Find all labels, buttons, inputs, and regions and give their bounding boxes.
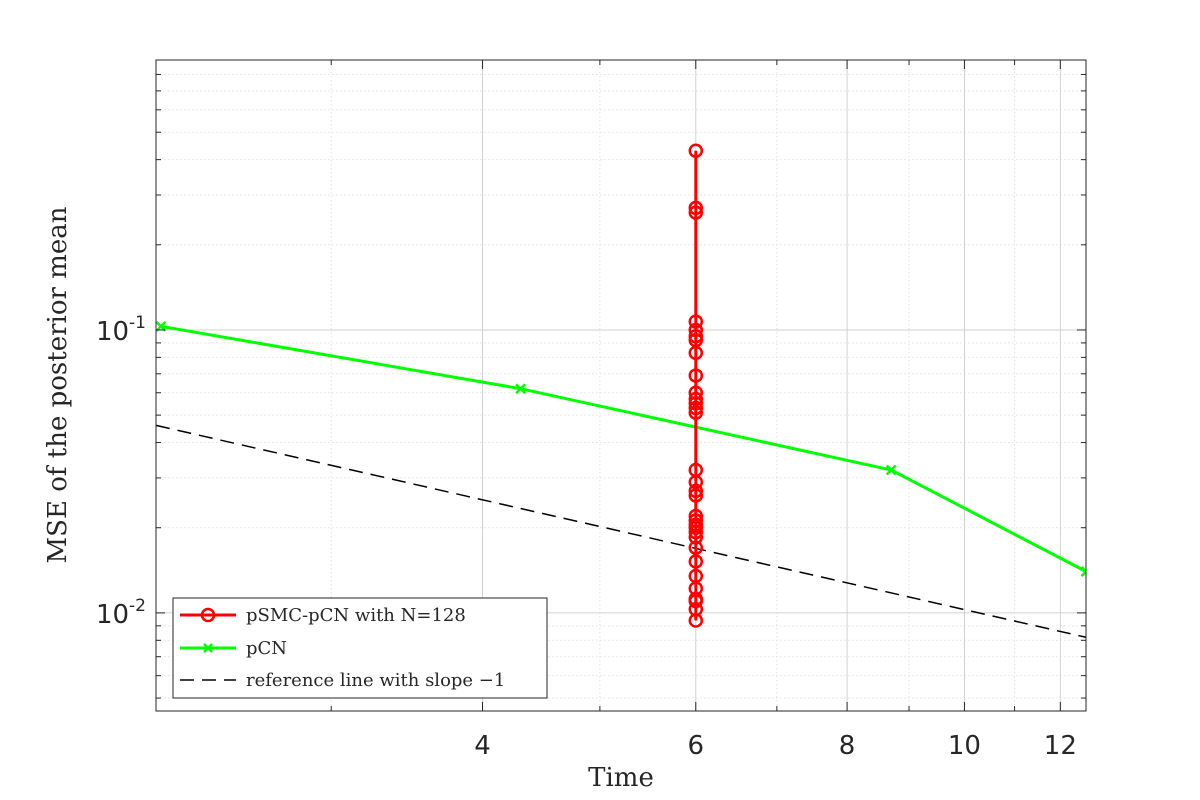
data-point-psmc (688, 345, 704, 361)
data-point-psmc (688, 391, 704, 407)
y-tick-label: 10-2 (96, 596, 146, 630)
data-point-psmc (688, 483, 704, 499)
data-point-pcn (885, 464, 897, 476)
legend-marker-psmc (200, 607, 216, 623)
x-tick-label: 8 (839, 731, 856, 761)
data-point-psmc (688, 368, 704, 383)
x-tick-labels: 4 6 8 10 12 (474, 731, 1077, 761)
data-point-psmc (688, 593, 704, 609)
data-point-psmc (688, 613, 704, 628)
data-point-psmc (688, 530, 704, 545)
data-point-pcn (156, 320, 167, 332)
series-line-2 (156, 424, 1086, 639)
data-point-psmc (688, 205, 704, 220)
data-point-psmc (688, 474, 704, 490)
y-tick-labels: 10-2 10-1 (96, 313, 146, 630)
x-tick-label: 4 (474, 731, 491, 761)
series-2 (156, 424, 1086, 639)
data-point-psmc (688, 540, 704, 555)
data-point-psmc (688, 524, 704, 540)
legend-label-reference: reference line with slope −1 (246, 670, 505, 691)
data-point-psmc (688, 200, 704, 216)
series-0 (688, 143, 704, 628)
x-tick-label: 12 (1044, 731, 1077, 761)
data-point-psmc (688, 400, 704, 416)
plot-frame (155, 59, 1087, 712)
x-axis-title: Time (588, 763, 654, 793)
y-axis-title: MSE of the posterior mean (43, 206, 73, 563)
x-tick-label: 6 (688, 731, 705, 761)
legend-label-psmc: pSMC-pCN with N=128 (246, 605, 466, 626)
legend-label-pcn: pCN (246, 638, 287, 659)
data-point-pcn (1080, 566, 1086, 577)
series-line-1 (160, 324, 1086, 573)
tick-marks (156, 59, 1086, 711)
data-point-psmc (688, 520, 704, 535)
data-point-psmc (688, 322, 704, 338)
series-1 (156, 320, 1086, 577)
data-point-psmc (688, 385, 704, 400)
data-point-psmc (688, 314, 704, 329)
data-point-psmc (688, 405, 704, 420)
data-point-psmc (688, 396, 704, 411)
data-point-psmc (688, 488, 704, 503)
y-tick-label: 10-1 (96, 313, 146, 347)
legend-marker-pcn (203, 643, 213, 653)
series-layer (156, 143, 1086, 639)
data-point-pcn (515, 383, 526, 395)
x-tick-label: 10 (948, 731, 981, 761)
legend: pSMC-pCN with N=128 pCN reference line w… (172, 597, 548, 699)
data-point-psmc (688, 554, 704, 569)
data-point-psmc (688, 143, 704, 159)
